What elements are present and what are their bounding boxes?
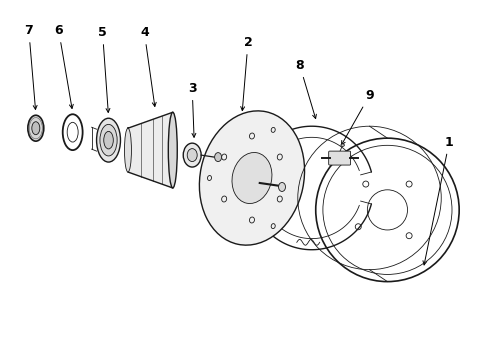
- Ellipse shape: [97, 118, 121, 162]
- Ellipse shape: [168, 112, 177, 188]
- Ellipse shape: [199, 111, 305, 245]
- Text: 4: 4: [140, 26, 156, 107]
- FancyBboxPatch shape: [329, 151, 350, 165]
- Text: 8: 8: [295, 59, 317, 118]
- Ellipse shape: [183, 143, 201, 167]
- Ellipse shape: [187, 149, 197, 162]
- Text: 9: 9: [342, 89, 374, 145]
- Ellipse shape: [104, 131, 113, 149]
- Ellipse shape: [124, 128, 131, 172]
- Ellipse shape: [32, 122, 40, 135]
- Text: 7: 7: [24, 24, 37, 109]
- Ellipse shape: [215, 153, 221, 162]
- Text: 5: 5: [98, 26, 110, 112]
- Text: 6: 6: [54, 24, 74, 108]
- Ellipse shape: [341, 144, 344, 147]
- Polygon shape: [128, 112, 173, 188]
- Ellipse shape: [232, 153, 272, 203]
- Ellipse shape: [28, 115, 44, 141]
- Text: 1: 1: [423, 136, 454, 265]
- Text: 3: 3: [188, 82, 196, 137]
- Ellipse shape: [278, 183, 286, 192]
- Ellipse shape: [100, 124, 117, 156]
- Text: 2: 2: [241, 36, 252, 111]
